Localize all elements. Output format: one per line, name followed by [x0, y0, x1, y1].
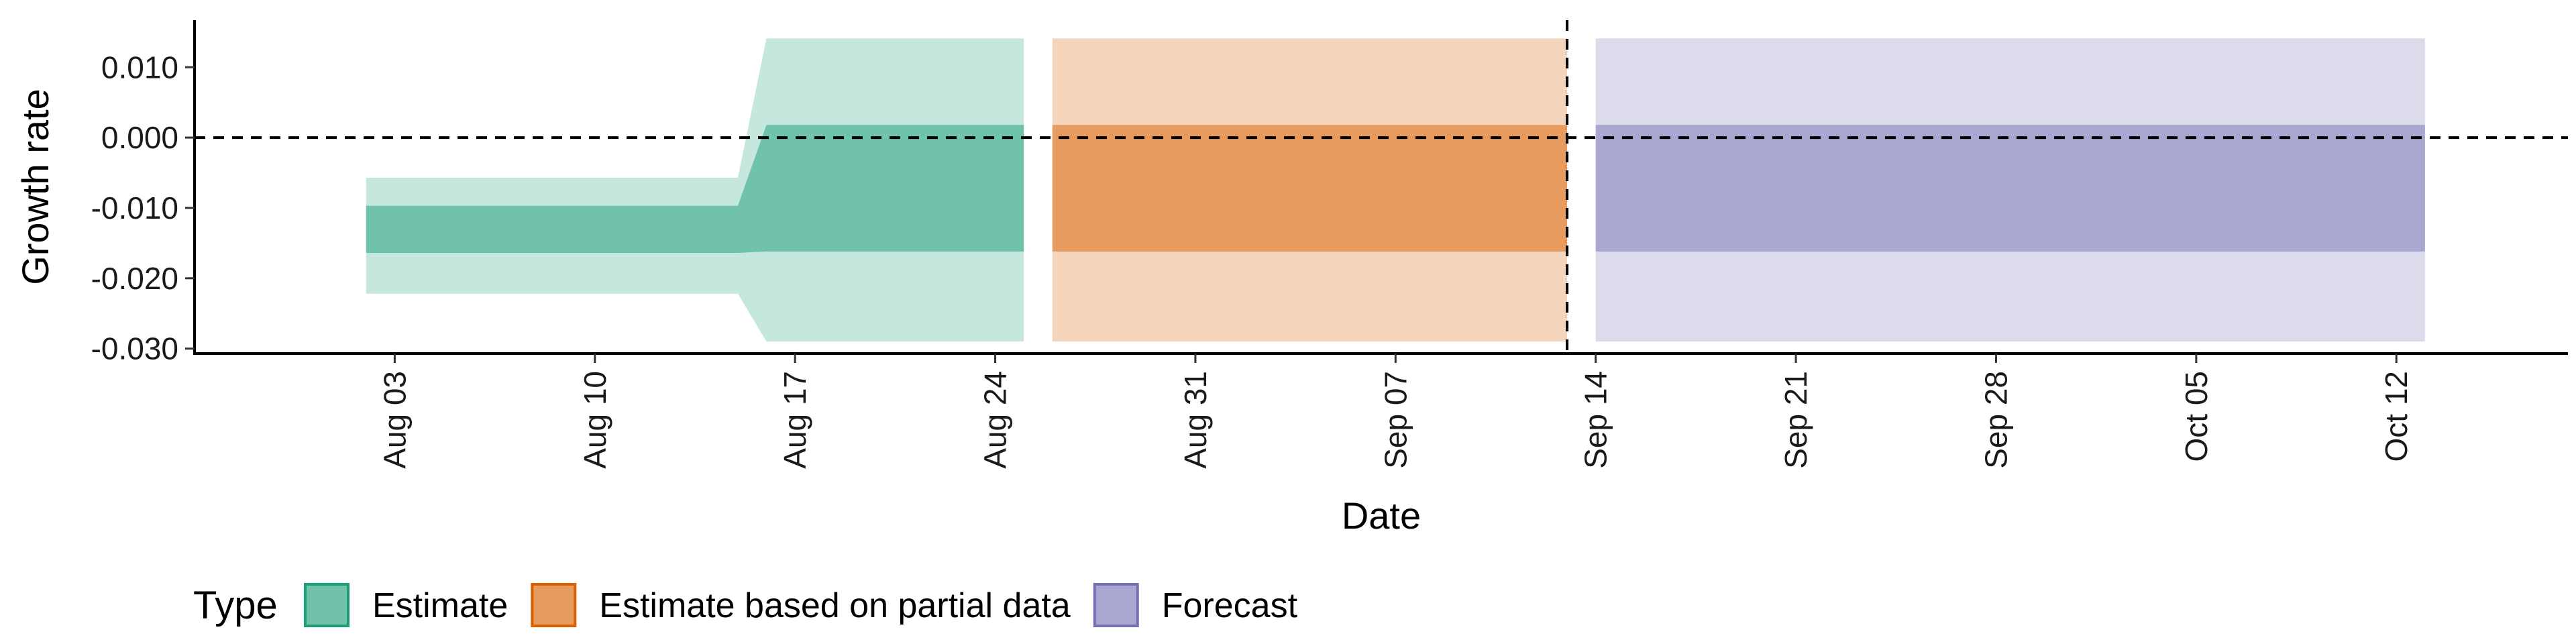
legend-key-estimate-based-on-partial-data — [531, 583, 577, 627]
y-tick-label: 0.000 — [101, 120, 178, 155]
y-tick-label: -0.010 — [91, 191, 178, 225]
estimate-band-90 — [366, 38, 1024, 342]
estimate-band-50 — [366, 125, 1024, 254]
forecast-band-50 — [1595, 125, 2425, 252]
legend-label-forecast: Forecast — [1162, 586, 1298, 625]
legend-key-estimate — [304, 583, 350, 627]
x-tick-label: Aug 31 — [1178, 371, 1213, 469]
x-tick-label: Aug 17 — [777, 371, 812, 469]
legend-key-forecast — [1093, 583, 1139, 627]
legend-label-estimate: Estimate — [372, 586, 508, 625]
x-tick-label: Aug 10 — [578, 371, 612, 469]
x-tick-label: Aug 24 — [978, 371, 1013, 469]
x-tick-label: Sep 28 — [1978, 371, 2013, 469]
x-tick-label: Oct 12 — [2379, 371, 2414, 462]
estimate-based-on-partial-data-band-50 — [1052, 125, 1568, 252]
x-axis-title: Date — [1342, 494, 1421, 537]
x-tick-label: Sep 21 — [1778, 371, 1813, 469]
reference-lines — [195, 20, 2568, 354]
y-tick-label: -0.020 — [91, 261, 178, 296]
x-tick-label: Oct 05 — [2179, 371, 2214, 462]
y-axis-title: Growth rate — [14, 89, 56, 285]
x-tick-label: Sep 07 — [1378, 371, 1413, 469]
legend-label-estimate-based-on-partial-data: Estimate based on partial data — [599, 586, 1071, 625]
y-tick-label: -0.030 — [91, 331, 178, 366]
ribbon-layer — [366, 38, 2425, 342]
axes: 0.010 0.000 -0.010 -0.020 -0.030 Aug 03 Aug 10… — [91, 20, 2568, 469]
y-tick-label: 0.010 — [101, 50, 178, 85]
x-tick-label: Aug 03 — [377, 371, 412, 469]
x-tick-label: Sep 14 — [1578, 371, 1613, 469]
legend-title: Type — [193, 584, 278, 627]
legend: Type Estimate Estimate based on partial da… — [193, 583, 1298, 627]
